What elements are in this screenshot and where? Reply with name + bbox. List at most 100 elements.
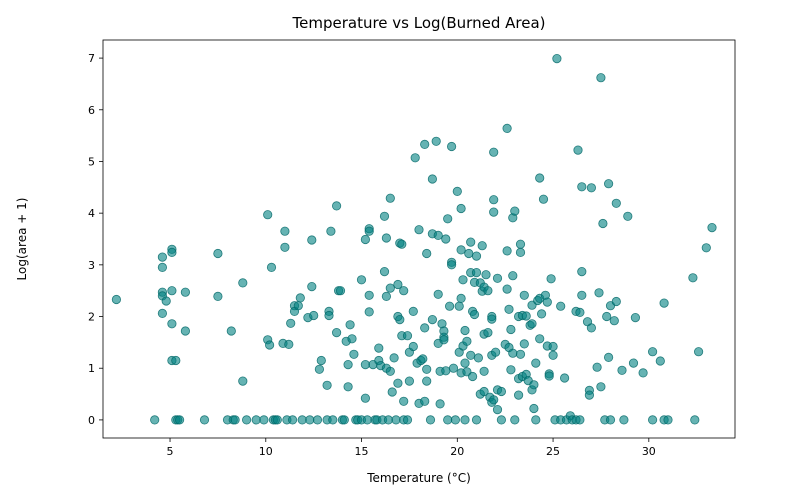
- data-point: [611, 296, 621, 307]
- data-point: [410, 153, 420, 163]
- data-point: [598, 218, 608, 229]
- data-point: [611, 198, 621, 208]
- data-point: [381, 291, 391, 301]
- data-point: [331, 327, 342, 338]
- axes-frame: [102, 39, 736, 439]
- data-point: [538, 194, 549, 204]
- data-point: [435, 399, 445, 409]
- data-point: [515, 239, 526, 249]
- data-point: [286, 318, 296, 328]
- data-point: [433, 230, 443, 240]
- data-point: [458, 275, 468, 285]
- data-point: [603, 179, 614, 189]
- data-point: [425, 415, 436, 425]
- data-point: [402, 415, 413, 425]
- data-point: [230, 415, 240, 425]
- data-point: [395, 314, 405, 325]
- data-point: [471, 251, 482, 261]
- x-tick-label: 15: [355, 445, 369, 458]
- data-point: [420, 139, 430, 149]
- data-point: [385, 193, 395, 203]
- data-point: [180, 326, 190, 336]
- data-point: [287, 415, 298, 425]
- data-point: [399, 396, 409, 406]
- y-tick-label: 0: [88, 414, 95, 427]
- data-point: [328, 415, 338, 425]
- y-tick-label: 1: [88, 362, 95, 375]
- data-point: [213, 291, 223, 301]
- data-point: [322, 380, 332, 390]
- data-point: [150, 415, 160, 425]
- data-point: [167, 319, 177, 329]
- data-point: [280, 242, 290, 252]
- y-tick-label: 2: [88, 311, 95, 324]
- data-point: [349, 349, 359, 359]
- data-point: [479, 366, 489, 376]
- data-point: [502, 284, 512, 294]
- data-point: [452, 186, 462, 196]
- data-point: [492, 404, 503, 415]
- data-point: [502, 246, 512, 256]
- data-point: [446, 141, 457, 152]
- data-point: [295, 293, 305, 303]
- data-point: [647, 347, 658, 357]
- data-point: [307, 235, 317, 245]
- data-point: [603, 352, 614, 362]
- data-point: [259, 415, 269, 425]
- data-point: [496, 415, 506, 425]
- data-point: [456, 203, 466, 214]
- data-point: [510, 415, 520, 425]
- data-point: [575, 307, 585, 317]
- data-point: [456, 293, 466, 303]
- data-point: [387, 387, 397, 397]
- data-point: [584, 390, 595, 400]
- data-point: [381, 233, 391, 243]
- data-point: [360, 359, 370, 370]
- data-point: [305, 415, 315, 425]
- data-point: [167, 286, 177, 296]
- x-tick-label: 5: [167, 445, 174, 458]
- data-point: [556, 301, 566, 311]
- data-point: [487, 314, 497, 324]
- data-point: [638, 368, 648, 378]
- data-point: [466, 350, 476, 360]
- data-point: [314, 364, 324, 374]
- data-point: [450, 415, 460, 425]
- data-point: [402, 331, 413, 341]
- data-point: [397, 239, 407, 249]
- data-point: [444, 301, 455, 311]
- y-tick-label: 7: [88, 52, 95, 65]
- data-point: [508, 271, 518, 281]
- data-point: [157, 308, 167, 318]
- data-point: [535, 173, 545, 183]
- x-axis-label: Temperature (°C): [366, 471, 471, 485]
- y-axis-ticks: 0 1 2 3 4 5 6 7: [88, 52, 103, 427]
- data-point: [506, 324, 516, 335]
- data-point: [471, 415, 482, 425]
- data-point: [111, 294, 122, 305]
- data-point: [473, 353, 483, 363]
- data-point: [157, 262, 167, 272]
- data-point: [535, 334, 545, 344]
- data-point: [548, 350, 558, 360]
- data-point: [454, 301, 464, 311]
- data-point: [586, 323, 597, 333]
- data-point: [339, 415, 349, 425]
- data-point: [619, 415, 629, 425]
- data-point: [284, 339, 294, 349]
- data-point: [609, 316, 619, 326]
- data-point: [483, 286, 493, 296]
- data-point: [420, 396, 430, 406]
- data-point: [431, 136, 441, 146]
- chart-title: Temperature vs Log(Burned Area): [292, 14, 546, 32]
- data-point: [362, 415, 372, 425]
- data-point: [238, 376, 248, 386]
- data-point: [489, 195, 499, 205]
- data-point: [307, 281, 317, 292]
- y-tick-label: 4: [88, 207, 95, 220]
- data-point: [324, 310, 334, 321]
- data-point: [542, 297, 552, 307]
- data-point: [360, 234, 370, 245]
- data-point: [489, 147, 499, 157]
